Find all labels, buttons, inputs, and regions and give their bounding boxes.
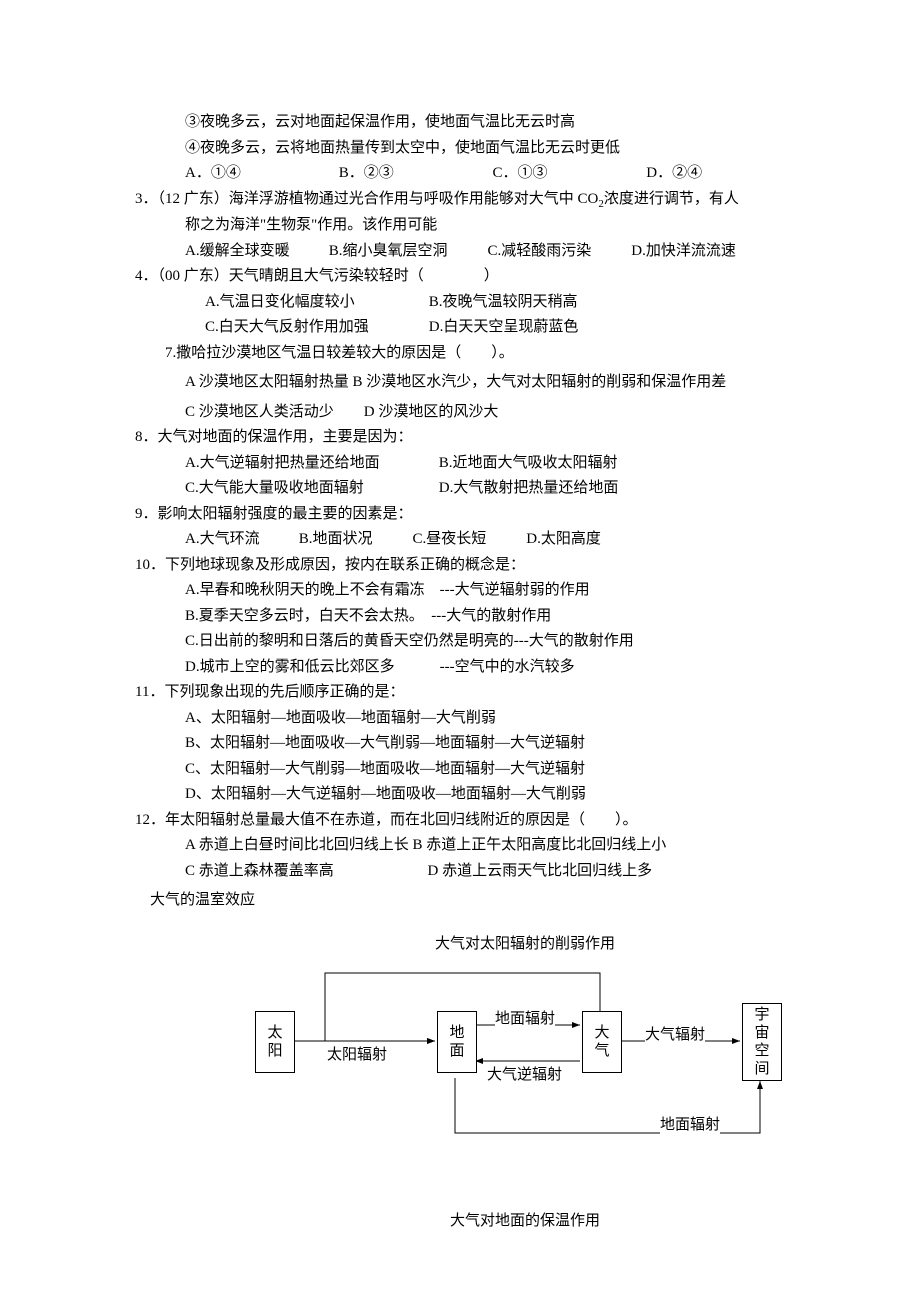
q11b: B、太阳辐射—地面吸收—大气削弱—地面辐射—大气逆辐射 [135, 731, 800, 757]
q8-opts1: A.大气逆辐射把热量还给地面 B.近地面大气吸收太阳辐射 [135, 451, 800, 477]
opt-b: B．②③ [339, 161, 493, 187]
box-sun: 太 阳 [255, 1011, 295, 1073]
opt-d: D．②④ [646, 161, 800, 187]
q9-opts: A.大气环流 B.地面状况 C.昼夜长短 D.太阳高度 [135, 527, 800, 553]
q3-line2: 称之为海洋"生物泵"作用。该作用可能 [135, 213, 800, 239]
q12-opts1: A 赤道上白昼时间比北回归线上长 B 赤道上正午太阳高度比北回归线上小 [135, 833, 800, 859]
box-air: 大 气 [582, 1011, 622, 1073]
q11a: A、太阳辐射—地面吸收—地面辐射—大气削弱 [135, 706, 800, 732]
q10a: A.早春和晚秋阴天的晚上不会有霜冻 ---大气逆辐射弱的作用 [135, 578, 800, 604]
greenhouse-diagram: 大气对太阳辐射的削弱作用 [135, 932, 800, 1235]
q4-opts1: A.气温日变化幅度较小 B.夜晚气温较阴天稍高 [135, 290, 800, 316]
q11: 11．下列现象出现的先后顺序正确的是： [135, 680, 800, 706]
q11c: C、太阳辐射—大气削弱—地面吸收—地面辐射—大气逆辐射 [135, 757, 800, 783]
box-ground: 地 面 [437, 1011, 477, 1073]
document-page: ③夜晚多云，云对地面起保温作用，使地面气温比无云时高 ④夜晚多云，云将地面热量传… [0, 0, 920, 1295]
q2-options: A．①④ B．②③ C．①③ D．②④ [135, 161, 800, 187]
box-space: 宇 宙 空 间 [742, 1003, 782, 1081]
q3-line1: 3．（12 广东）海洋浮游植物通过光合作用与呼吸作用能够对大气中 CO2浓度进行… [135, 187, 800, 214]
q9: 9．影响太阳辐射强度的最主要的因素是： [135, 502, 800, 528]
q7: 7.撒哈拉沙漠地区气温日较差较大的原因是（ ）。 [135, 341, 800, 367]
q12: 12．年太阳辐射总量最大值不在赤道，而在北回归线附近的原因是（ ）。 [135, 808, 800, 834]
opt-a: A．①④ [185, 161, 339, 187]
q8: 8．大气对地面的保温作用，主要是因为： [135, 425, 800, 451]
q12-opts2: C 赤道上森林覆盖率高 D 赤道上云雨天气比北回归线上多 [135, 859, 800, 885]
q10c: C.日出前的黎明和日落后的黄昏天空仍然是明亮的---大气的散射作用 [135, 629, 800, 655]
q11d: D、太阳辐射—大气逆辐射—地面吸收—地面辐射—大气削弱 [135, 782, 800, 808]
q4-opts2: C.白天大气反射作用加强 D.白天天空呈现蔚蓝色 [135, 315, 800, 341]
q7-opts2: C 沙漠地区人类活动少 D 沙漠地区的风沙大 [135, 400, 800, 426]
opt-c: C．①③ [493, 161, 647, 187]
label-ground-rad: 地面辐射 [495, 1007, 555, 1033]
section-title: 大气的温室效应 [135, 888, 800, 914]
q2-stmt-4: ④夜晚多云，云将地面热量传到太空中，使地面气温比无云时更低 [135, 136, 800, 162]
q4: 4．（00 广东）天气晴朗且大气污染较轻时（ ） [135, 264, 800, 290]
diagram-bottom-title: 大气对地面的保温作用 [255, 1209, 795, 1235]
diagram-top-title: 大气对太阳辐射的削弱作用 [255, 932, 795, 958]
q7-opts1: A 沙漠地区太阳辐射热量 B 沙漠地区水汽少，大气对太阳辐射的削弱和保温作用差 [135, 370, 800, 396]
label-back-rad: 大气逆辐射 [487, 1063, 562, 1089]
label-solar: 太阳辐射 [327, 1043, 387, 1069]
q2-stmt-3: ③夜晚多云，云对地面起保温作用，使地面气温比无云时高 [135, 110, 800, 136]
q3-options: A.缓解全球变暖 B.缩小臭氧层空洞 C.减轻酸雨污染 D.加快洋流流速 [135, 239, 800, 265]
q10: 10．下列地球现象及形成原因，按内在联系正确的概念是： [135, 553, 800, 579]
q8-opts2: C.大气能大量吸收地面辐射 D.大气散射把热量还给地面 [135, 476, 800, 502]
diagram-body: 太 阳 地 面 大 气 宇 宙 空 间 太阳辐射 地面辐射 大气逆辐射 大气辐射… [255, 963, 795, 1203]
label-ground-rad2: 地面辐射 [660, 1113, 720, 1139]
q10b: B.夏季天空多云时，白天不会太热。 ---大气的散射作用 [135, 604, 800, 630]
label-air-rad: 大气辐射 [645, 1023, 705, 1049]
q10d: D.城市上空的雾和低云比郊区多 ---空气中的水汽较多 [135, 655, 800, 681]
